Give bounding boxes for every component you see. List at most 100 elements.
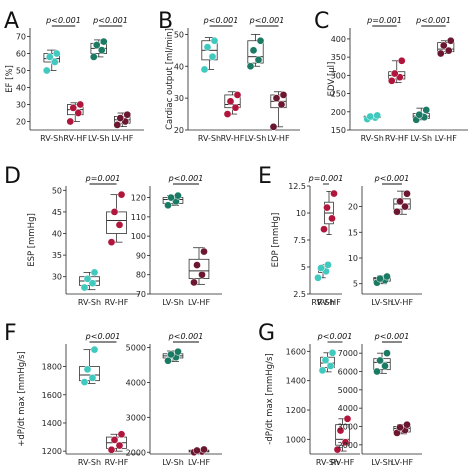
panel-g: 1000 1200 1400 1600 -dP/dt max [mmHg/s] RV-Sh… xyxy=(265,332,360,467)
y-tick-label: 200 xyxy=(331,108,346,117)
data-point xyxy=(403,420,411,429)
x-tick-label: LV-Sh xyxy=(162,298,184,307)
x-tick-label: RV-Sh xyxy=(198,134,221,143)
data-point xyxy=(231,103,240,112)
y-tick-label: 10 xyxy=(348,254,358,263)
group-lv-sh: LV-Sh xyxy=(162,347,184,467)
group-rv-hf: RV-HF xyxy=(221,91,245,143)
x-tick-label: LV-HF xyxy=(111,134,133,143)
y-tick-label: 1400 xyxy=(286,377,306,386)
group-rv-hf: RV-HF xyxy=(317,189,341,307)
data-point xyxy=(200,65,209,74)
y-tick-label: 4000 xyxy=(126,378,146,387)
data-point xyxy=(97,46,106,54)
group-rv-sh: RV-Sh xyxy=(78,268,101,307)
data-point xyxy=(320,225,328,234)
group-lv-hf: LV-HF xyxy=(391,420,413,467)
data-point xyxy=(328,348,337,357)
x-tick-label: RV-HF xyxy=(317,298,341,307)
panel-d2: 70 80 90 100 110 120 LV-Sh LV-HF p<0.001 xyxy=(131,174,222,307)
y-tick-label: 12.5 xyxy=(288,182,306,191)
y-tick-label: 1600 xyxy=(286,347,306,356)
group-lv-sh: LV-Sh xyxy=(245,33,267,143)
y-tick-label: 7.5 xyxy=(293,236,306,245)
x-tick-label: LV-HF xyxy=(267,134,289,143)
x-tick-label: RV-HF xyxy=(63,134,87,143)
y-axis-label: ESP [mmHg] xyxy=(27,213,37,267)
data-point xyxy=(324,260,332,269)
y-tick-label: 30 xyxy=(16,101,26,110)
data-point xyxy=(373,367,381,376)
data-point xyxy=(123,110,132,119)
y-axis-label: EDV [µl] xyxy=(327,62,337,97)
significance-label: p<0.001 xyxy=(249,16,285,25)
data-point xyxy=(272,94,281,102)
panel-letter-d: D xyxy=(4,164,21,189)
data-point xyxy=(174,191,182,200)
significance-label: p<0.001 xyxy=(203,16,239,25)
x-tick-label: RV-Sh xyxy=(316,458,339,467)
significance-label: p<0.001 xyxy=(45,16,81,25)
y-tick-label: 60 xyxy=(16,50,26,59)
data-point xyxy=(164,201,172,210)
y-tick-label: 5 xyxy=(353,280,358,289)
data-point xyxy=(246,62,255,71)
data-point xyxy=(223,110,232,118)
data-point xyxy=(167,193,175,202)
group-rv-sh: RV-Sh xyxy=(40,49,63,143)
data-point xyxy=(269,122,278,131)
data-point xyxy=(200,247,208,256)
data-point xyxy=(396,197,404,206)
data-point xyxy=(117,430,126,439)
significance-label: p<0.001 xyxy=(317,332,353,341)
group-lv-sh: LV-Sh xyxy=(371,272,393,307)
panel-c: 150 200 250 300 350 400 EDV [µl] RV-Sh RV-HF LV-S… xyxy=(327,16,468,143)
data-point xyxy=(80,283,89,292)
y-tick-label: 150 xyxy=(331,126,346,135)
data-point xyxy=(113,121,122,129)
data-point xyxy=(164,356,172,365)
y-tick-label: 5000 xyxy=(126,343,146,352)
y-tick-label: 40 xyxy=(52,230,62,239)
significance-label: p<0.001 xyxy=(85,332,121,341)
data-point xyxy=(193,261,201,269)
data-point xyxy=(446,36,455,45)
group-rv-hf: RV-HF xyxy=(105,430,129,467)
significance-label: p<0.001 xyxy=(415,16,451,25)
data-point xyxy=(341,438,350,447)
y-tick-label: 45 xyxy=(52,208,62,217)
x-tick-label: RV-Sh xyxy=(361,134,384,143)
x-tick-label: LV-HF xyxy=(391,298,413,307)
group-lv-sh: LV-Sh xyxy=(88,37,110,143)
data-point xyxy=(69,104,78,112)
y-tick-label: 1800 xyxy=(42,363,62,372)
y-tick-label: 1200 xyxy=(42,447,62,456)
data-point xyxy=(415,110,424,119)
data-point xyxy=(422,106,431,114)
y-tick-label: 15 xyxy=(348,228,358,237)
data-point xyxy=(200,445,208,454)
y-tick-label: 4000 xyxy=(338,404,358,413)
x-tick-label: RV-HF xyxy=(105,298,129,307)
y-tick-label: 20 xyxy=(174,126,184,135)
data-point xyxy=(397,56,406,65)
y-tick-label: 30 xyxy=(174,94,184,103)
group-lv-hf: LV-HF xyxy=(188,445,210,467)
x-tick-label: LV-Sh xyxy=(371,298,393,307)
group-lv-sh: LV-Sh xyxy=(371,349,393,467)
y-axis-label: EDP [mmHg] xyxy=(271,213,281,268)
group-rv-sh: RV-Sh xyxy=(198,36,221,143)
x-tick-label: LV-Sh xyxy=(245,134,267,143)
y-tick-label: 50 xyxy=(174,30,184,39)
data-point xyxy=(80,378,89,386)
data-point xyxy=(110,436,119,444)
y-tick-label: 110 xyxy=(131,213,146,222)
y-tick-label: 90 xyxy=(136,251,146,260)
panel-letter-a: A xyxy=(4,9,19,34)
y-tick-label: 40 xyxy=(174,62,184,71)
y-tick-label: 7000 xyxy=(338,349,358,358)
data-point xyxy=(279,91,288,99)
